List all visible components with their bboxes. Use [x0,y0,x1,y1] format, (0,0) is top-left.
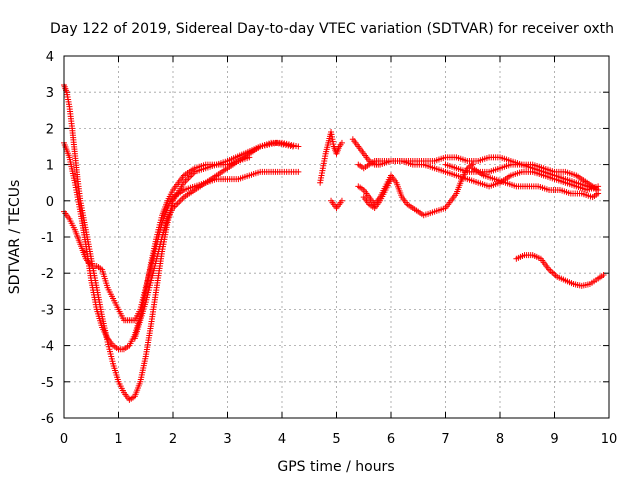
x-axis-ticks: 0 1 2 3 4 5 6 7 8 9 10 [60,56,617,447]
y-tick-label: -5 [41,376,54,391]
x-axis-label: GPS time / hours [277,459,394,475]
x-tick-label: 10 [601,432,618,447]
x-tick-label: 5 [332,432,340,447]
x-tick-label: 1 [114,432,122,447]
x-tick-label: 4 [278,432,286,447]
y-tick-label: -6 [41,412,54,427]
y-tick-label: 3 [46,86,54,101]
data-point [295,143,302,150]
series-track-i [355,161,476,219]
x-tick-label: 2 [169,432,177,447]
series-track-e [317,129,345,186]
y-axis-label: SDTVAR / TECUs [7,180,23,295]
series-track-j [360,176,394,212]
y-tick-label: -2 [41,267,54,282]
x-tick-label: 6 [387,432,395,447]
x-tick-label: 3 [223,432,231,447]
data-point [177,197,184,204]
y-tick-label: -1 [41,231,54,246]
chart-title: Day 122 of 2019, Sidereal Day-to-day VTE… [50,21,614,37]
plot-border [63,55,610,419]
y-axis-ticks: 4 3 2 1 0 -1 -2 -3 -4 -5 -6 [41,50,609,427]
data-point [388,176,394,183]
y-tick-label: 4 [46,50,54,65]
data-point [338,197,345,204]
series-track-h [355,154,602,193]
data-point [295,168,302,175]
series-track-d [131,154,253,342]
data-point [595,190,602,197]
x-tick-label: 9 [550,432,558,447]
series-track-k [442,161,602,193]
y-tick-label: 0 [46,195,54,210]
data-marks [61,81,607,403]
x-tick-label: 7 [441,432,449,447]
series-track-f [328,197,345,212]
series-track-m [513,252,607,289]
y-tick-label: -3 [41,303,54,318]
series-track-a [61,81,296,403]
x-tick-label: 8 [496,432,504,447]
y-tick-label: 1 [46,159,54,174]
y-tick-label: 2 [46,122,54,137]
y-tick-label: -4 [41,340,54,355]
data-point [176,198,183,205]
data-point [246,154,253,161]
data-point [600,272,607,279]
series-track-l [469,165,602,201]
data-point [338,139,345,146]
x-tick-label: 0 [60,432,68,447]
